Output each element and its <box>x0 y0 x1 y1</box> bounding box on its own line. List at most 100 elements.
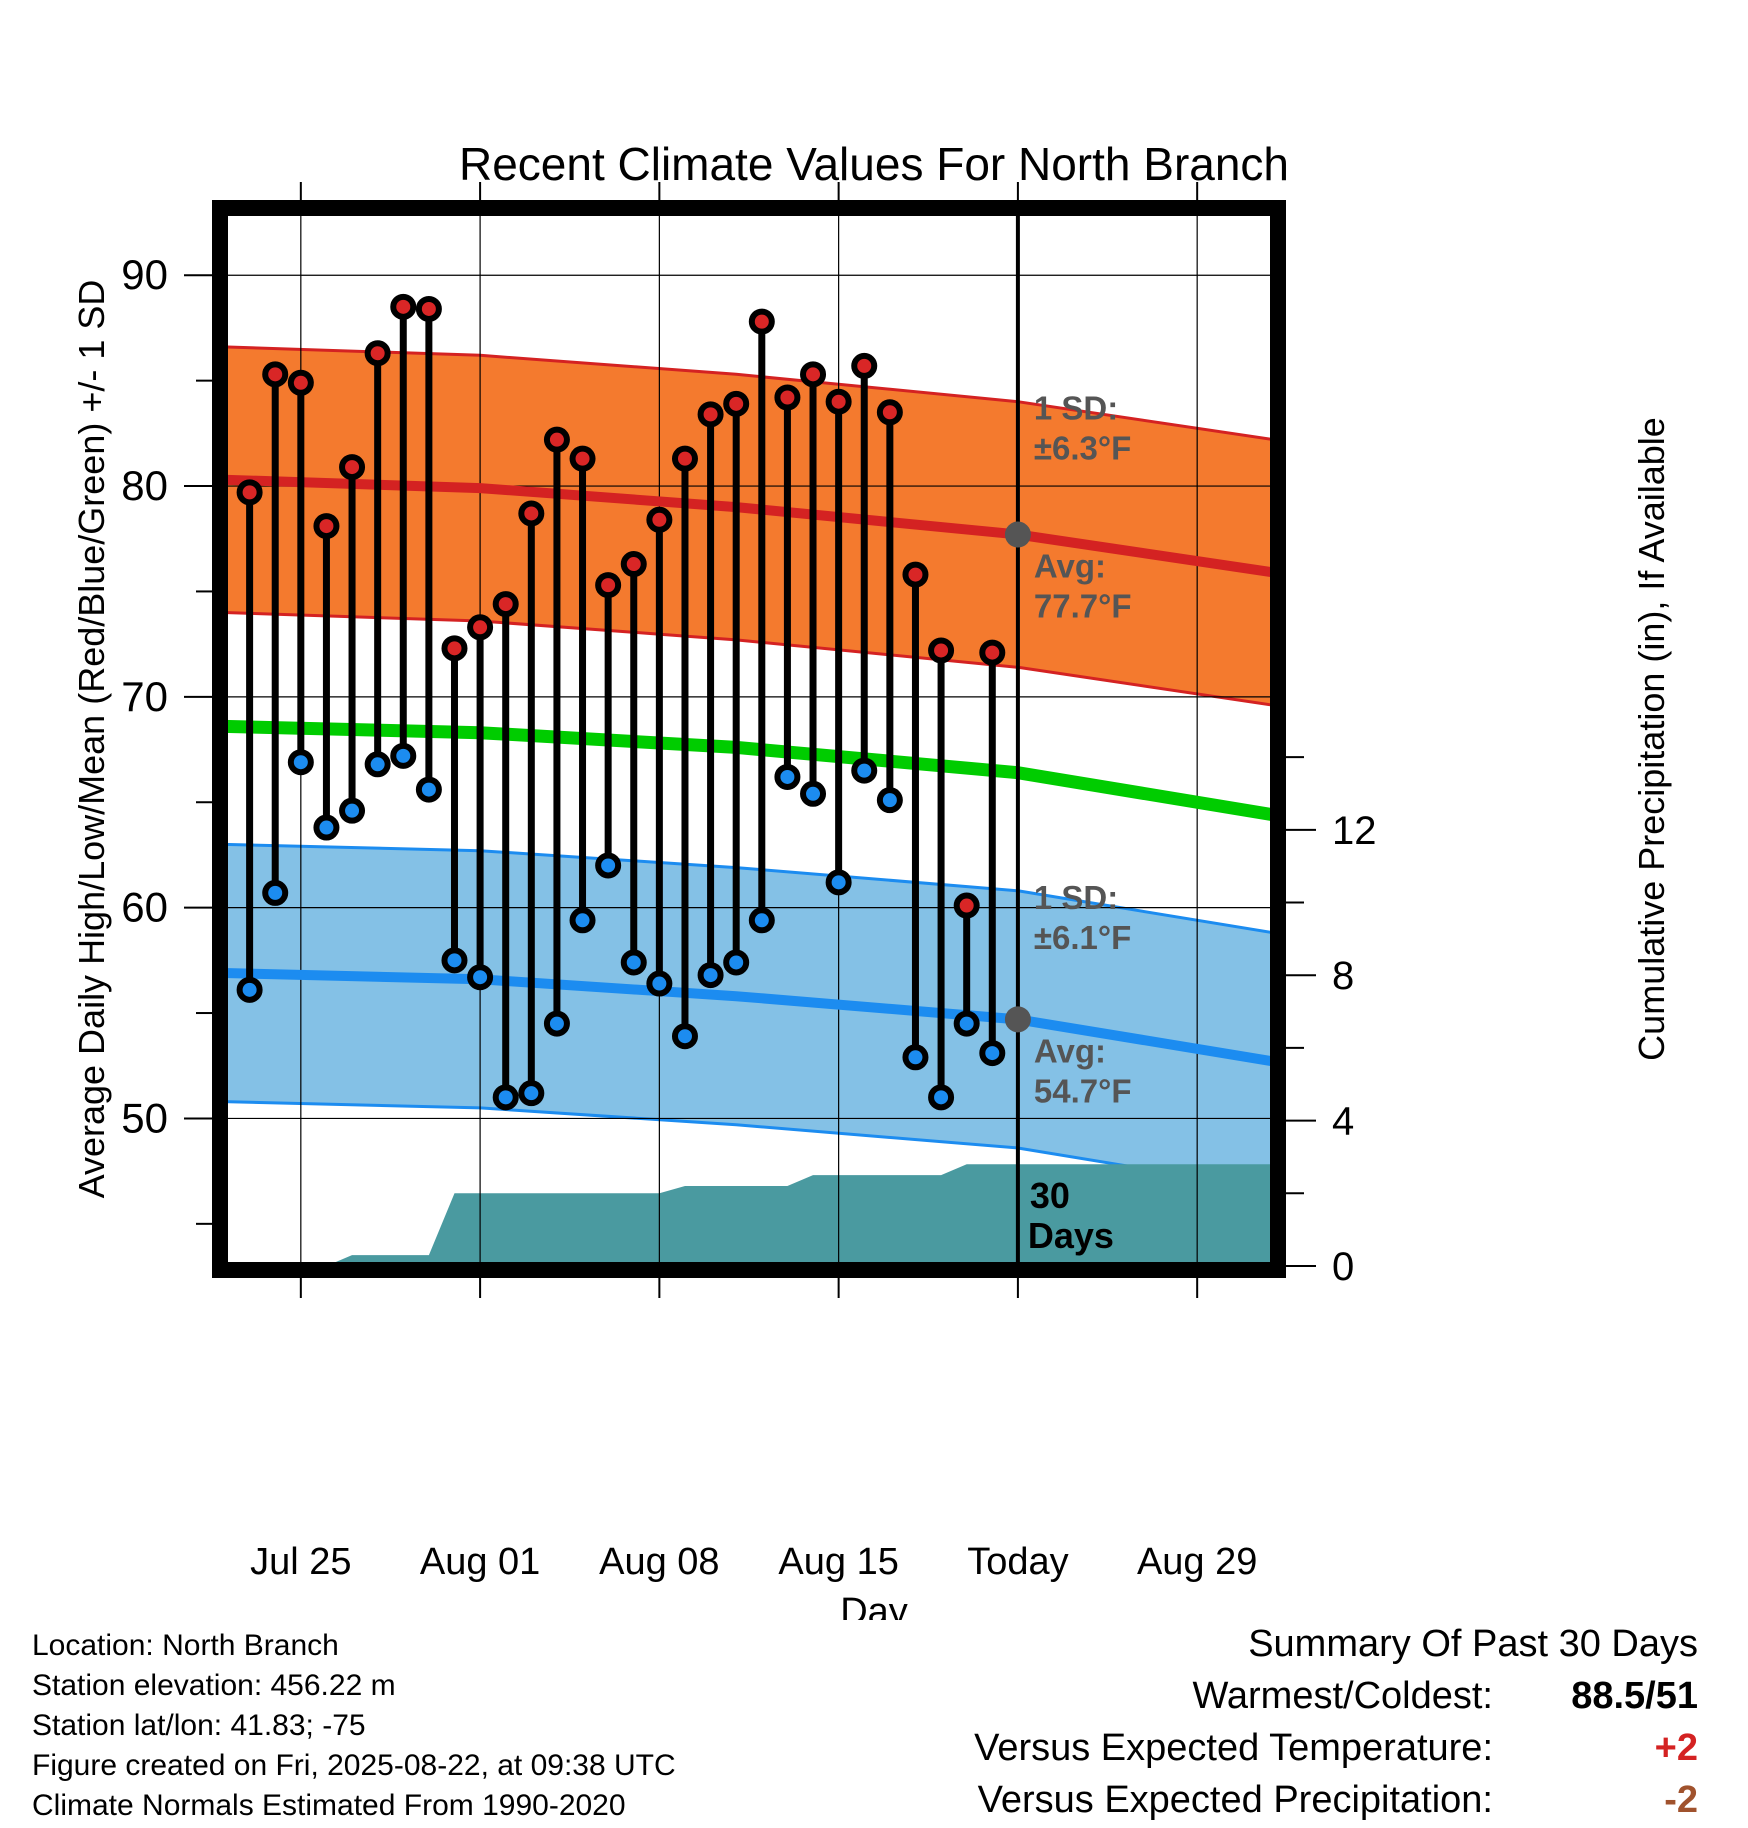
daily-low-point <box>467 964 494 991</box>
station-info: Location: North Branch Station elevation… <box>32 1626 676 1826</box>
warmest-value: 88.5/51 <box>1571 1675 1698 1717</box>
daily-high-point <box>518 500 545 527</box>
daily-high-point <box>390 293 417 320</box>
y2-tick-label: 4 <box>1332 1100 1354 1144</box>
low-sd-label: 1 SD: <box>1034 879 1118 916</box>
daily-high-point <box>262 361 289 388</box>
summary-title: Summary Of Past 30 Days <box>1248 1623 1698 1665</box>
daily-low-point <box>287 749 314 776</box>
daily-low-point <box>774 763 801 790</box>
y2-tick-label: 8 <box>1332 954 1354 998</box>
daily-low-point <box>415 776 442 803</box>
daily-low-point <box>492 1084 519 1111</box>
latlon-text: Station lat/lon: 41.83; -75 <box>32 1709 366 1742</box>
daily-high-point <box>646 506 673 533</box>
daily-low-point <box>825 869 852 896</box>
climate-chart: Recent Climate Values For North Branch 1… <box>71 138 1672 1620</box>
daily-low-point <box>313 814 340 841</box>
x-axis-label: Day <box>840 1591 908 1620</box>
daily-low-point <box>851 757 878 784</box>
daily-high-point <box>441 635 468 662</box>
y-tick-label: 50 <box>121 1094 168 1141</box>
x-tick-label: Jul 25 <box>250 1541 351 1583</box>
y-tick-label: 70 <box>121 673 168 720</box>
daily-low-point <box>518 1080 545 1107</box>
daily-high-point <box>620 551 647 578</box>
daily-low-point <box>390 742 417 769</box>
daily-high-point <box>364 340 391 367</box>
y-tick-label: 90 <box>121 251 168 298</box>
daily-high-point <box>595 572 622 599</box>
daily-high-point <box>415 295 442 322</box>
x-tick-label: Aug 29 <box>1137 1541 1257 1583</box>
daily-high-point <box>953 892 980 919</box>
daily-low-point <box>800 780 827 807</box>
y2-tick-label: 12 <box>1332 809 1377 853</box>
daily-low-point <box>543 1010 570 1037</box>
low-avg-label: Avg: <box>1034 1032 1106 1069</box>
summary-row-precip: Versus Expected Precipitation: -2 <box>798 1774 1698 1826</box>
daily-low-point <box>902 1044 929 1071</box>
today-low-normal-marker <box>1004 1006 1031 1033</box>
daily-high-point <box>851 352 878 379</box>
daily-high-point <box>339 454 366 481</box>
days-word-label: Days <box>1028 1215 1114 1256</box>
daily-high-point <box>543 426 570 453</box>
normal-low-lower-edge <box>224 1100 1274 1192</box>
low-avg-value: 54.7°F <box>1034 1072 1132 1109</box>
high-avg-value: 77.7°F <box>1034 588 1132 625</box>
daily-high-point <box>876 399 903 426</box>
daily-low-point <box>671 1023 698 1050</box>
plot-frame <box>212 200 1286 1278</box>
daily-low-point <box>339 797 366 824</box>
daily-high-point <box>800 361 827 388</box>
daily-high-point <box>928 637 955 664</box>
daily-high-point <box>825 388 852 415</box>
daily-low-point <box>953 1010 980 1037</box>
daily-high-point <box>723 390 750 417</box>
summary-row-warmest: Warmest/Coldest: 88.5/51 <box>798 1670 1698 1722</box>
high-sd-value: ±6.3°F <box>1034 430 1131 467</box>
precip-label: Versus Expected Precipitation: <box>977 1779 1493 1821</box>
normals-text: Climate Normals Estimated From 1990-2020 <box>32 1789 626 1822</box>
high-avg-label: Avg: <box>1034 548 1106 585</box>
daily-low-point <box>876 787 903 814</box>
today-high-normal-marker <box>1004 521 1031 548</box>
chart-title: Recent Climate Values For North Branch <box>459 138 1289 190</box>
normal-low-band <box>224 844 1274 1191</box>
high-sd-label: 1 SD: <box>1034 390 1118 427</box>
daily-low-point <box>697 962 724 989</box>
created-text: Figure created on Fri, 2025-08-22, at 09… <box>32 1749 676 1782</box>
daily-high-point <box>671 445 698 472</box>
summary-row-temp: Versus Expected Temperature: +2 <box>798 1722 1698 1774</box>
elevation-text: Station elevation: 456.22 m <box>32 1669 396 1702</box>
low-sd-value: ±6.1°F <box>1034 919 1131 956</box>
daily-high-point <box>287 369 314 396</box>
daily-high-point <box>774 384 801 411</box>
days-number-label: 30 <box>1030 1175 1070 1216</box>
temp-value: +2 <box>1654 1727 1698 1769</box>
daily-high-point <box>236 479 263 506</box>
daily-low-point <box>723 949 750 976</box>
daily-low-point <box>928 1084 955 1111</box>
daily-high-point <box>569 445 596 472</box>
temp-label: Versus Expected Temperature: <box>974 1727 1493 1769</box>
location-text: Location: North Branch <box>32 1629 339 1662</box>
x-tick-label: Aug 15 <box>778 1541 898 1583</box>
daily-high-point <box>697 401 724 428</box>
y-tick-label: 60 <box>121 884 168 931</box>
daily-low-point <box>569 907 596 934</box>
y-tick-label: 80 <box>121 462 168 509</box>
daily-low-point <box>441 947 468 974</box>
summary-panel: Summary Of Past 30 Days Warmest/Coldest:… <box>798 1618 1698 1826</box>
precip-area <box>224 1164 1274 1266</box>
daily-low-point <box>646 970 673 997</box>
precip-value: -2 <box>1664 1779 1698 1821</box>
normal-low-line <box>224 968 1274 1067</box>
daily-high-point <box>979 639 1006 666</box>
x-tick-label: Aug 08 <box>599 1541 719 1583</box>
y2-axis-label: Cumulative Precipitation (in), If Availa… <box>1631 417 1672 1061</box>
warmest-label: Warmest/Coldest: <box>1192 1675 1493 1717</box>
